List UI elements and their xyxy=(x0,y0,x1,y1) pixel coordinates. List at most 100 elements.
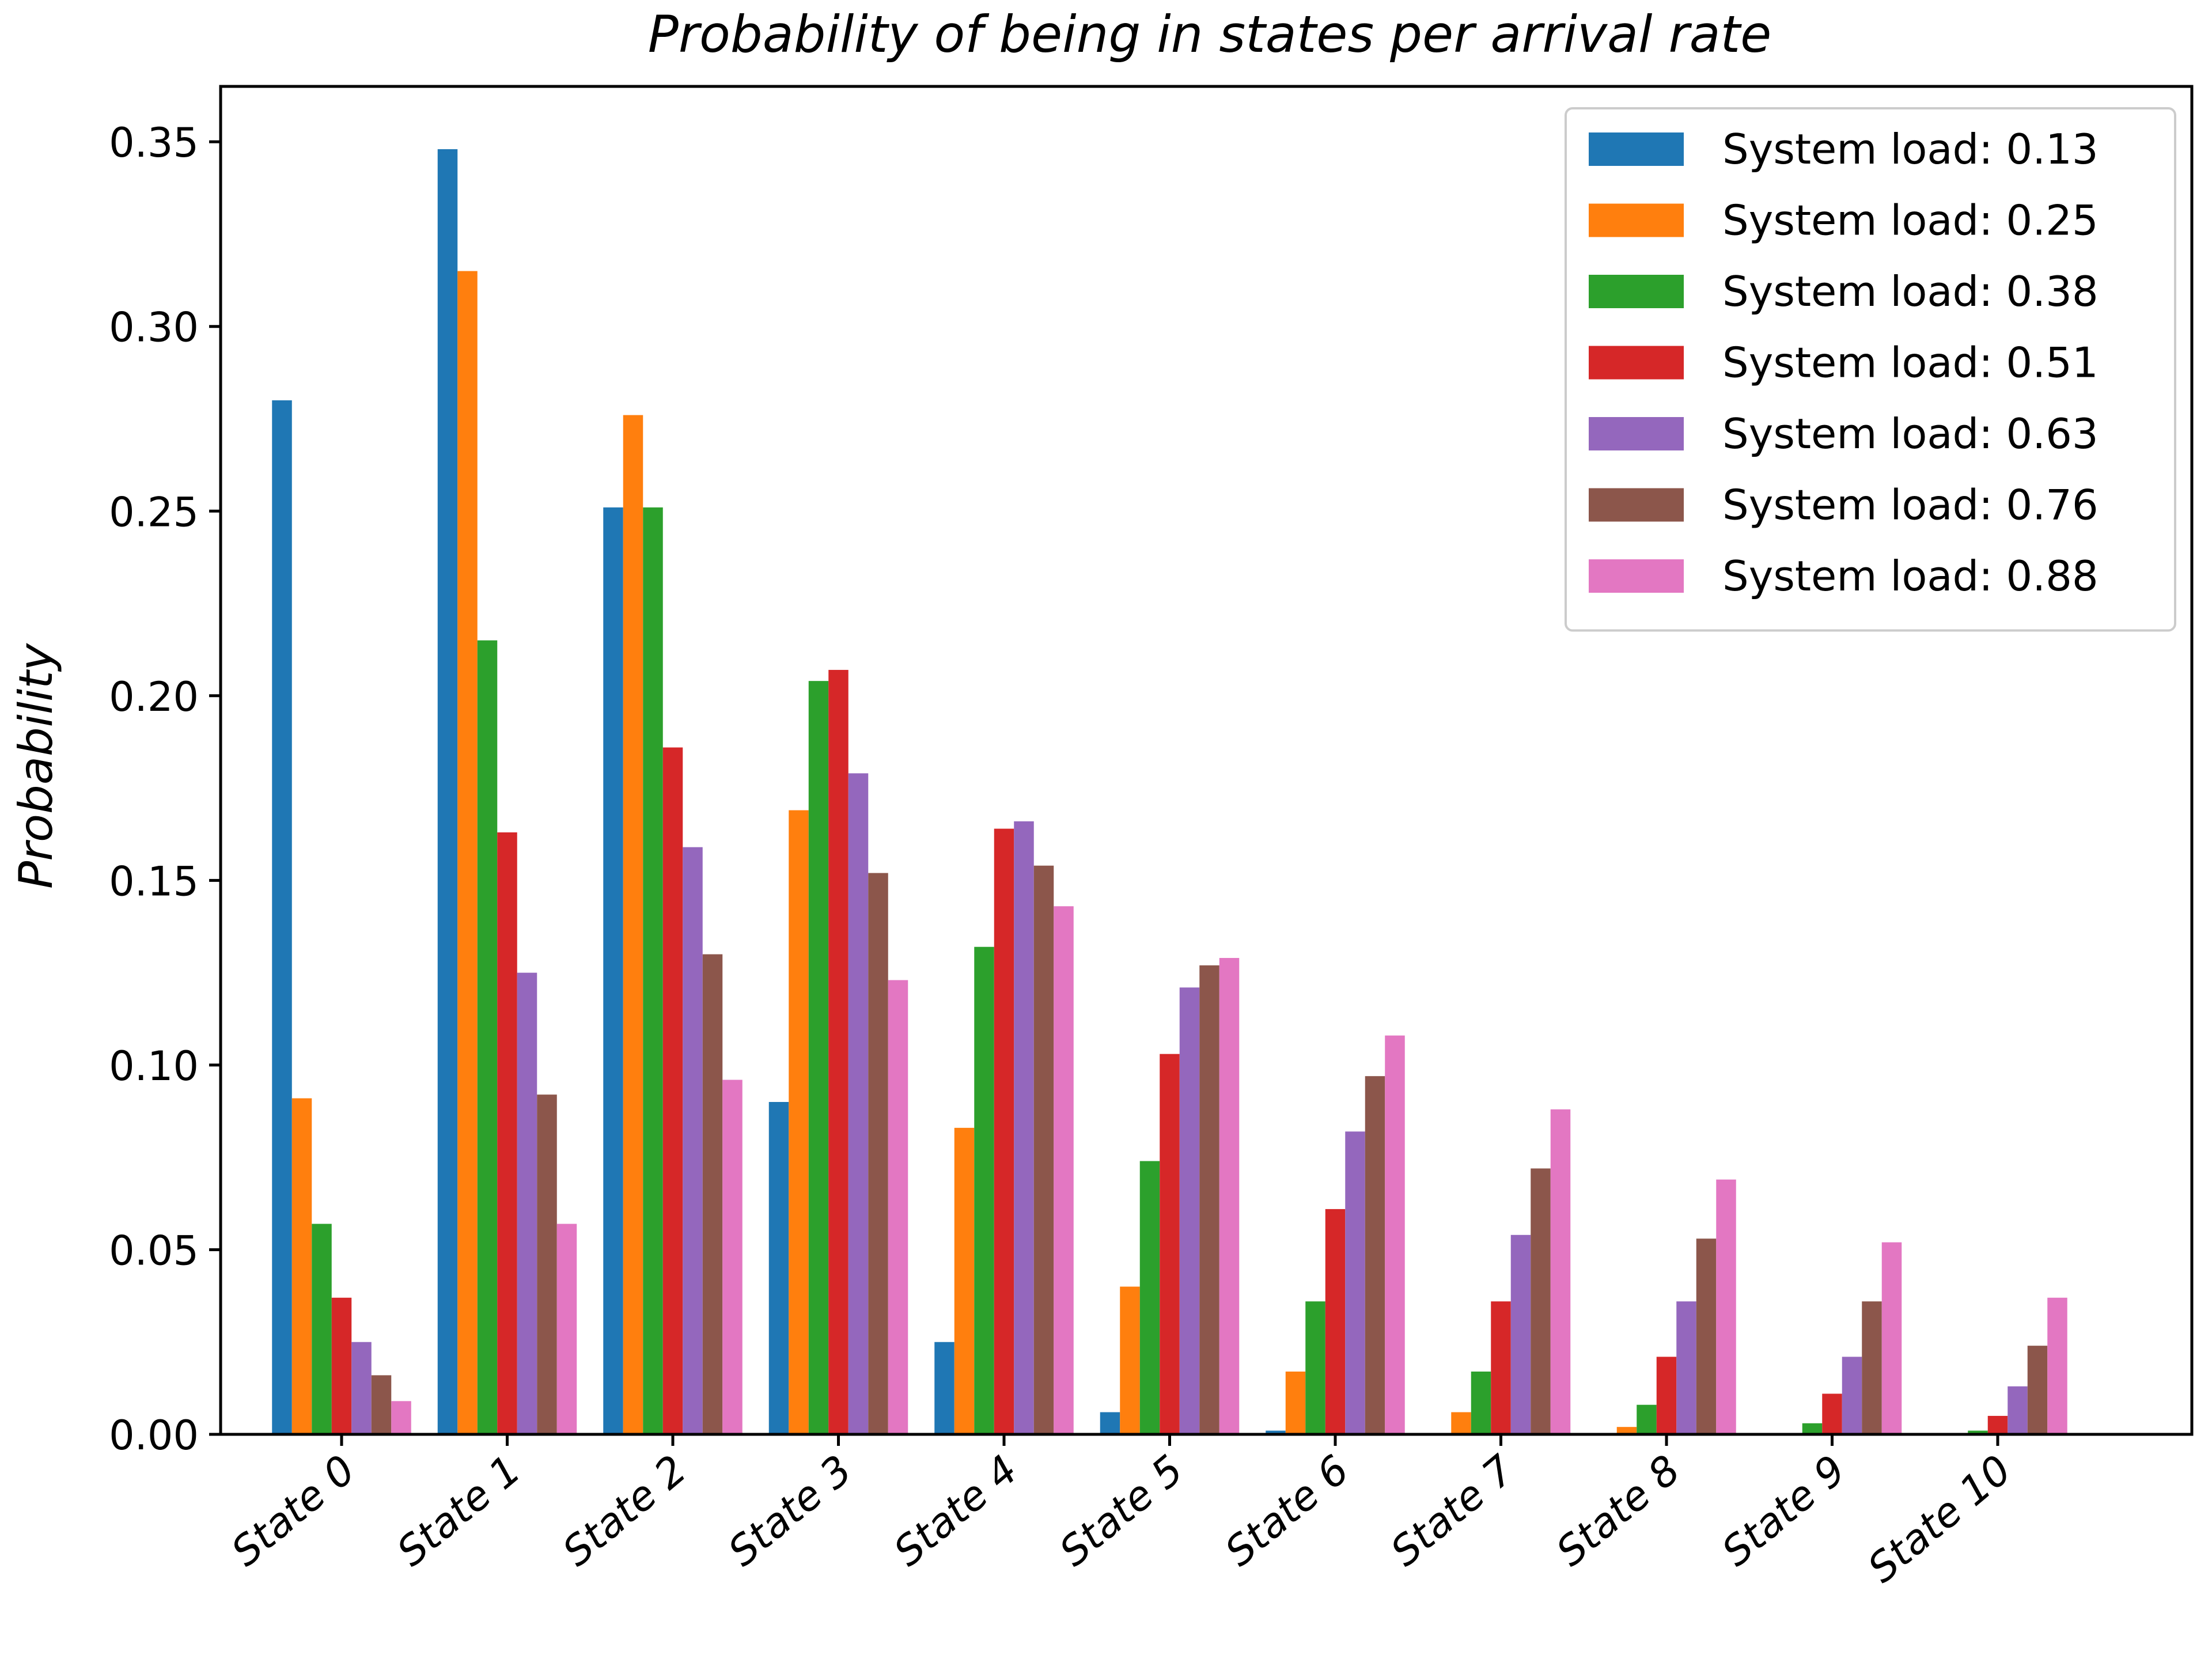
bar-series-6-cat-1 xyxy=(556,1224,577,1434)
bar-series-2-cat-3 xyxy=(808,681,829,1434)
bar-series-6-cat-9 xyxy=(1881,1242,1902,1434)
bar-series-4-cat-1 xyxy=(517,972,537,1434)
bar-series-2-cat-8 xyxy=(1637,1404,1657,1434)
legend-label: System load: 0.76 xyxy=(1722,481,2099,529)
legend-label: System load: 0.38 xyxy=(1722,267,2099,316)
bar-series-3-cat-0 xyxy=(331,1297,352,1434)
bar-series-6-cat-2 xyxy=(722,1080,743,1434)
bar-series-3-cat-1 xyxy=(497,832,517,1434)
bar-series-6-cat-8 xyxy=(1716,1179,1736,1434)
legend: System load: 0.13 System load: 0.25 System… xyxy=(1565,107,2176,632)
legend-label: System load: 0.63 xyxy=(1722,410,2099,458)
bar-series-4-cat-9 xyxy=(1842,1357,1862,1434)
bar-series-3-cat-3 xyxy=(828,669,849,1434)
bar-series-5-cat-5 xyxy=(1199,965,1219,1434)
legend-swatch xyxy=(1589,559,1684,593)
bar-series-0-cat-4 xyxy=(934,1342,955,1434)
bar-series-6-cat-6 xyxy=(1385,1035,1405,1434)
bar-series-4-cat-2 xyxy=(683,847,703,1434)
y-axis-label: Probability xyxy=(9,642,63,889)
y-tick-label: 0.20 xyxy=(109,673,199,721)
bar-series-1-cat-0 xyxy=(291,1098,312,1434)
legend-swatch xyxy=(1589,275,1684,308)
bar-series-5-cat-9 xyxy=(1862,1301,1882,1434)
bar-series-2-cat-2 xyxy=(643,507,663,1434)
bar-series-0-cat-0 xyxy=(272,400,292,1435)
plot-frame xyxy=(219,85,2194,1436)
bar-series-6-cat-4 xyxy=(1054,906,1074,1434)
bars-group xyxy=(272,149,2067,1435)
bar-series-0-cat-5 xyxy=(1100,1412,1120,1434)
bar-series-5-cat-1 xyxy=(537,1094,557,1434)
bar-series-5-cat-3 xyxy=(868,873,888,1434)
bar-series-6-cat-0 xyxy=(391,1401,411,1434)
bar-series-3-cat-7 xyxy=(1491,1301,1511,1434)
bar-series-4-cat-4 xyxy=(1014,821,1034,1434)
bar-series-6-cat-5 xyxy=(1219,957,1240,1434)
bar-series-4-cat-7 xyxy=(1510,1234,1531,1434)
bar-series-3-cat-8 xyxy=(1656,1357,1677,1434)
legend-box xyxy=(1565,107,2176,632)
bar-series-3-cat-5 xyxy=(1160,1054,1180,1434)
bar-series-2-cat-5 xyxy=(1139,1161,1160,1434)
bar-series-6-cat-7 xyxy=(1550,1109,1571,1434)
bar-series-1-cat-3 xyxy=(789,810,809,1434)
bar-series-1-cat-1 xyxy=(457,271,478,1434)
bar-series-2-cat-10 xyxy=(1968,1430,1988,1434)
y-tick-label: 0.15 xyxy=(109,858,199,905)
bar-series-1-cat-7 xyxy=(1451,1412,1471,1434)
bar-series-3-cat-10 xyxy=(1987,1415,2008,1434)
bar-series-2-cat-1 xyxy=(477,640,498,1434)
y-tick-label: 0.25 xyxy=(109,488,199,536)
bar-series-1-cat-8 xyxy=(1616,1427,1637,1434)
bar-series-4-cat-0 xyxy=(351,1342,372,1434)
legend-swatch xyxy=(1589,132,1684,166)
bar-series-5-cat-0 xyxy=(371,1375,392,1434)
bar-series-2-cat-7 xyxy=(1471,1372,1491,1434)
legend-label: System load: 0.51 xyxy=(1722,339,2099,387)
legend-swatch xyxy=(1589,346,1684,380)
bar-series-0-cat-2 xyxy=(603,507,623,1434)
bar-series-2-cat-9 xyxy=(1802,1423,1823,1434)
y-tick-label: 0.35 xyxy=(109,119,199,166)
bar-series-2-cat-6 xyxy=(1305,1301,1325,1434)
bar-series-5-cat-6 xyxy=(1365,1076,1385,1434)
y-tick-label: 0.30 xyxy=(109,304,199,351)
bar-series-1-cat-2 xyxy=(623,415,643,1434)
bar-series-1-cat-5 xyxy=(1120,1286,1140,1434)
bar-series-5-cat-10 xyxy=(2027,1346,2048,1434)
bar-series-4-cat-3 xyxy=(848,773,869,1434)
bar-series-4-cat-5 xyxy=(1179,987,1200,1434)
bar-series-5-cat-4 xyxy=(1033,865,1054,1434)
bar-series-4-cat-8 xyxy=(1676,1301,1696,1434)
bar-series-4-cat-6 xyxy=(1345,1131,1365,1434)
legend-swatch xyxy=(1589,417,1684,450)
y-tick-label: 0.00 xyxy=(109,1412,199,1459)
bar-series-1-cat-6 xyxy=(1285,1372,1306,1434)
bar-series-6-cat-3 xyxy=(888,980,908,1434)
legend-label: System load: 0.13 xyxy=(1722,125,2099,173)
bar-series-6-cat-10 xyxy=(2047,1297,2067,1434)
bar-series-0-cat-1 xyxy=(437,149,458,1434)
legend-label: System load: 0.88 xyxy=(1722,552,2099,600)
bar-series-1-cat-4 xyxy=(954,1127,975,1434)
chart-title: Probability of being in states per arriv… xyxy=(648,5,1771,64)
bar-series-2-cat-4 xyxy=(974,946,994,1434)
bar-series-3-cat-9 xyxy=(1822,1393,1842,1434)
bar-series-5-cat-7 xyxy=(1531,1168,1551,1434)
y-tick-label: 0.10 xyxy=(109,1043,199,1090)
y-tick-label: 0.05 xyxy=(109,1227,199,1274)
legend-swatch xyxy=(1589,488,1684,522)
bar-series-4-cat-10 xyxy=(2008,1386,2028,1434)
bar-series-3-cat-2 xyxy=(662,747,683,1434)
bar-series-3-cat-6 xyxy=(1325,1209,1346,1434)
bar-series-3-cat-4 xyxy=(994,828,1014,1434)
legend-label: System load: 0.25 xyxy=(1722,196,2099,245)
bar-series-5-cat-2 xyxy=(702,954,723,1434)
bar-series-0-cat-6 xyxy=(1266,1430,1286,1434)
y-axis: 0.00 0.05 0.10 0.15 0.20 0.25 0.30 0.35 xyxy=(109,119,221,1459)
bar-series-5-cat-8 xyxy=(1696,1238,1717,1434)
bar-series-0-cat-3 xyxy=(768,1102,789,1434)
bar-series-2-cat-0 xyxy=(312,1224,332,1434)
